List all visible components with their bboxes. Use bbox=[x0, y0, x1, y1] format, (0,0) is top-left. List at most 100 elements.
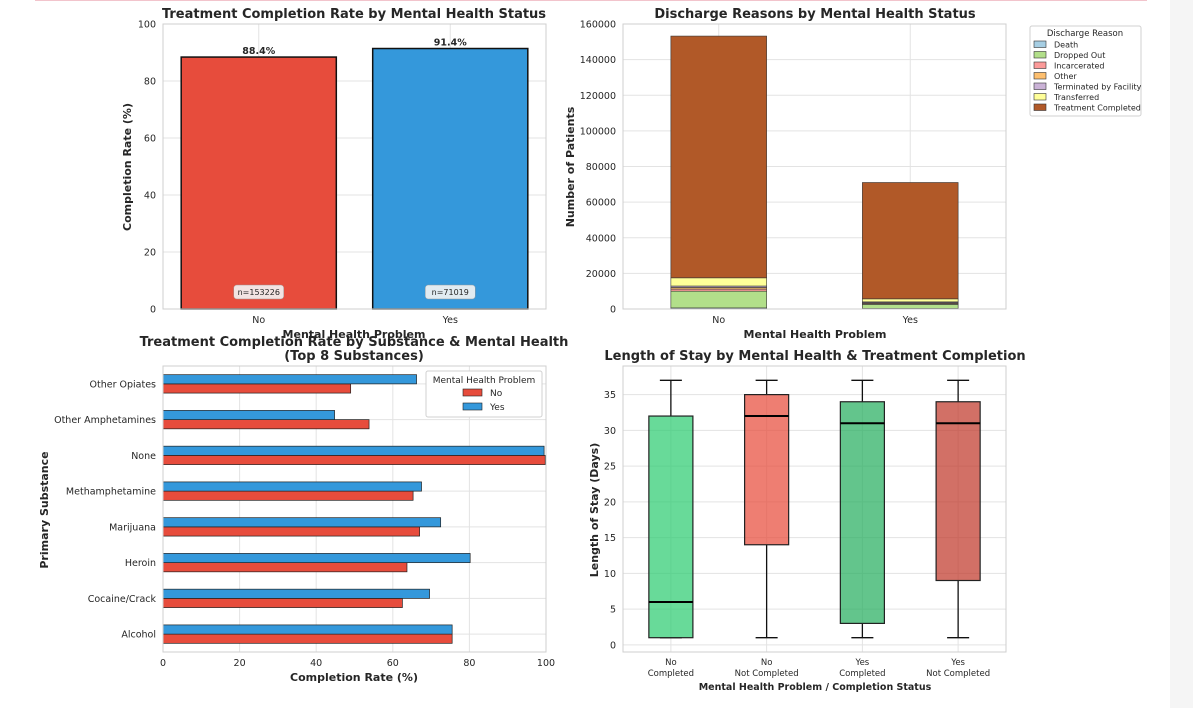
discharge-ytick: 0 bbox=[610, 305, 616, 316]
los-xtick-line-2: Not Completed bbox=[735, 669, 799, 679]
completion-rate-ticks: 0 20 40 60 80 100 No Yes bbox=[138, 20, 458, 327]
substance-bar-yes bbox=[162, 588, 430, 599]
substance-legend-swatch bbox=[462, 402, 483, 411]
completion-rate-bar-yes bbox=[371, 47, 529, 310]
discharge-xlabel: Mental Health Problem bbox=[744, 328, 887, 341]
completion-rate-n-box bbox=[233, 284, 284, 300]
discharge-ytick: 20000 bbox=[586, 269, 616, 280]
discharge-legend-label: Terminated by Facility bbox=[1053, 83, 1142, 92]
discharge-legend-swatch bbox=[1033, 40, 1047, 48]
discharge-legend-swatch bbox=[1033, 82, 1047, 90]
discharge-ytick: 160000 bbox=[580, 20, 616, 31]
substance-xtick: 40 bbox=[310, 658, 322, 669]
los-xtick-line-2: Completed bbox=[648, 669, 694, 679]
los-plot-frame bbox=[622, 365, 1007, 653]
substance-legend-label: Yes bbox=[489, 403, 505, 413]
right-scroll-gutter bbox=[1170, 0, 1193, 708]
discharge-xtick: No bbox=[712, 315, 725, 326]
discharge-ytick: 80000 bbox=[586, 162, 616, 173]
substance-legend: Mental Health Problem No Yes bbox=[425, 370, 543, 418]
discharge-title: Discharge Reasons by Mental Health Statu… bbox=[654, 7, 976, 22]
discharge-legend-label: Transferred bbox=[1053, 93, 1099, 102]
los-box bbox=[648, 415, 694, 639]
substance-bar-yes bbox=[162, 553, 471, 563]
discharge-legend-swatch bbox=[1033, 72, 1047, 80]
substance-xtick: 20 bbox=[234, 658, 246, 669]
discharge-legend-swatch bbox=[1033, 103, 1047, 111]
discharge-ytick: 120000 bbox=[580, 91, 616, 102]
los-xtick-line-1: Yes bbox=[950, 658, 965, 668]
substance-bar-no bbox=[162, 383, 352, 394]
substance-chart: 0 20 40 60 80 100 Alcohol Cocaine/Crack Heroin Ma… bbox=[38, 335, 568, 684]
completion-rate-value-label: 88.4% bbox=[242, 46, 275, 57]
discharge-segment-dropped-out bbox=[670, 290, 767, 309]
completion-rate-plot-frame bbox=[162, 23, 547, 310]
discharge-stacked-bars bbox=[670, 35, 959, 310]
substance-ytick: Cocaine/Crack bbox=[88, 594, 157, 605]
substance-legend-label: No bbox=[490, 389, 503, 399]
completion-rate-xlabel: Mental Health Problem bbox=[283, 328, 426, 341]
discharge-xtick: Yes bbox=[902, 315, 918, 326]
substance-bar-yes bbox=[162, 624, 453, 635]
substance-ytick: Marijuana bbox=[109, 522, 156, 533]
completion-rate-chart: 88.4% n=153226 91.4% n=71019 0 20 40 60 80 100 No… bbox=[121, 7, 547, 341]
los-box bbox=[744, 394, 790, 546]
substance-bar-yes bbox=[162, 517, 442, 528]
substance-bar-yes bbox=[162, 445, 545, 456]
los-xtick-line-1: No bbox=[761, 658, 773, 668]
completion-rate-xtick: No bbox=[252, 315, 265, 326]
discharge-legend-label: Death bbox=[1054, 41, 1078, 50]
los-ytick: 20 bbox=[604, 497, 616, 508]
substance-xlabel: Completion Rate (%) bbox=[290, 671, 418, 684]
discharge-plot-frame bbox=[622, 23, 1007, 310]
completion-rate-ytick: 40 bbox=[144, 191, 156, 202]
completion-rate-ylabel: Completion Rate (%) bbox=[121, 103, 134, 231]
substance-legend-box bbox=[425, 370, 543, 418]
substance-ytick: Heroin bbox=[125, 558, 156, 569]
discharge-ticks: 0 20000 40000 60000 80000 100000 120000 140000 1… bbox=[580, 20, 918, 327]
discharge-ylabel: Number of Patients bbox=[564, 106, 577, 227]
completion-rate-xtick: Yes bbox=[442, 315, 458, 326]
substance-legend-title: Mental Health Problem bbox=[433, 376, 536, 386]
completion-rate-n-label: n=71019 bbox=[432, 288, 469, 297]
discharge-segment-incarcerated bbox=[670, 288, 767, 292]
discharge-reasons-chart: 0 20000 40000 60000 80000 100000 120000 140000 1… bbox=[564, 7, 1142, 341]
discharge-legend-swatch bbox=[1033, 61, 1047, 69]
los-boxes bbox=[648, 379, 981, 639]
substance-ticks: 0 20 40 60 80 100 Alcohol Cocaine/Crack Heroin Ma… bbox=[54, 379, 555, 669]
substance-xtick: 60 bbox=[387, 658, 399, 669]
discharge-segment-transferred bbox=[670, 277, 767, 287]
discharge-legend-label: Other bbox=[1054, 72, 1077, 81]
discharge-ytick: 40000 bbox=[586, 233, 616, 244]
discharge-legend-box bbox=[1029, 25, 1142, 117]
substance-bar-yes bbox=[162, 481, 422, 492]
completion-rate-ytick: 60 bbox=[144, 134, 156, 145]
substance-bar-no bbox=[162, 598, 403, 608]
substance-bar-no bbox=[162, 490, 414, 501]
substance-bar-no bbox=[162, 526, 420, 537]
substance-xtick: 100 bbox=[537, 658, 555, 669]
completion-rate-bar-no bbox=[180, 56, 338, 310]
substance-ytick: Other Opiates bbox=[90, 379, 157, 390]
substance-title-line-1: Treatment Completion Rate by Substance &… bbox=[140, 335, 569, 350]
discharge-ytick: 140000 bbox=[580, 55, 616, 66]
discharge-ytick: 100000 bbox=[580, 126, 616, 137]
los-xlabel: Mental Health Problem / Completion Statu… bbox=[699, 682, 932, 693]
los-box bbox=[935, 401, 981, 582]
los-ytick: 25 bbox=[604, 462, 616, 473]
substance-bar-no bbox=[162, 562, 408, 573]
los-xtick-line-1: Yes bbox=[855, 658, 870, 668]
substance-xtick: 0 bbox=[160, 658, 166, 669]
discharge-legend-swatch bbox=[1033, 51, 1047, 59]
discharge-legend-label: Treatment Completed bbox=[1053, 104, 1141, 113]
completion-rate-ytick: 20 bbox=[144, 248, 156, 259]
los-xtick-line-1: No bbox=[665, 658, 677, 668]
substance-ytick: None bbox=[131, 451, 156, 462]
completion-rate-bars: 88.4% n=153226 91.4% n=71019 bbox=[180, 38, 529, 310]
los-xtick-line-2: Not Completed bbox=[926, 669, 990, 679]
los-ytick: 15 bbox=[604, 533, 616, 544]
los-title: Length of Stay by Mental Health & Treatm… bbox=[604, 349, 1025, 364]
